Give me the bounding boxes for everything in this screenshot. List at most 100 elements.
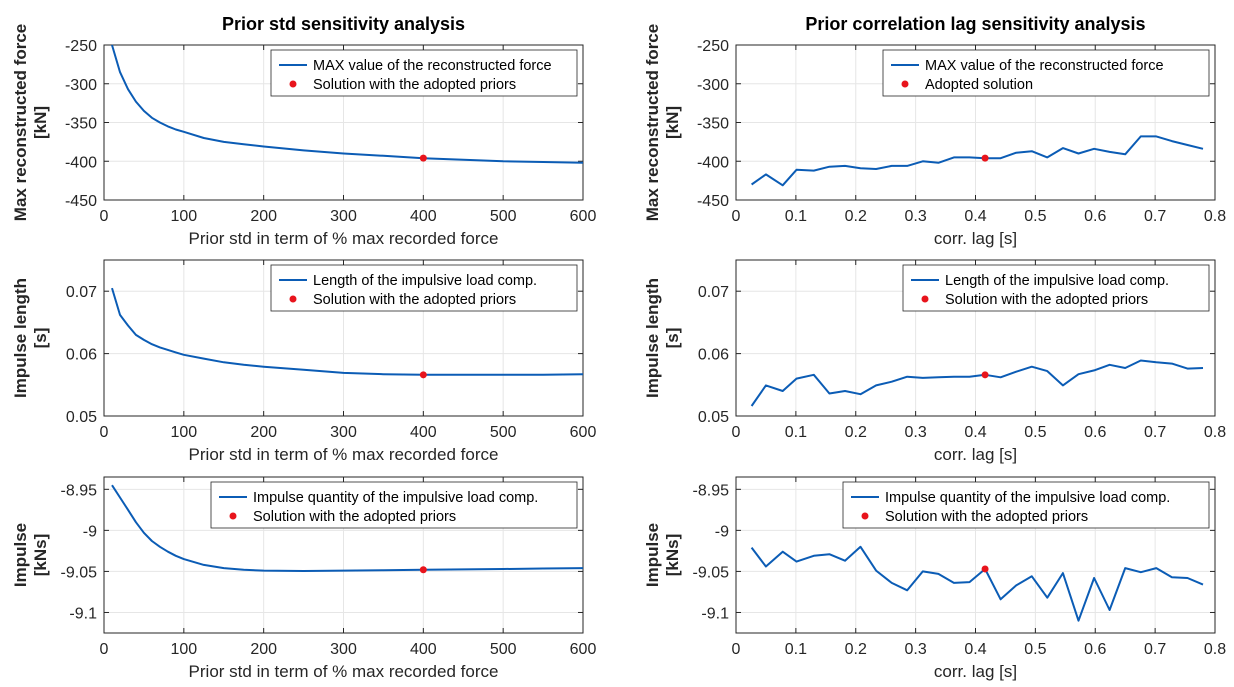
x-tick-label: 0.6	[1084, 208, 1106, 225]
x-tick-label: 0.8	[1204, 208, 1226, 225]
x-tick-label: 0.3	[905, 208, 927, 225]
y-tick-label: -9.05	[61, 564, 98, 581]
legend: Length of the impulsive load comp. Soluti…	[270, 264, 578, 312]
adopted-solution-marker	[981, 371, 989, 379]
subplot-std-max: 0 100 200 300 400 500 600 -250 -300 -350 -400 -450 P…	[11, 14, 596, 248]
adopted-solution-marker	[981, 154, 989, 162]
adopted-solution-marker	[419, 154, 427, 162]
x-tick-label: 300	[330, 641, 357, 658]
x-tick-label: 0.3	[905, 424, 927, 441]
x-axis-label: Prior std in term of % max recorded forc…	[189, 229, 499, 248]
adopted-solution-marker	[981, 565, 989, 573]
x-axis-label: corr. lag [s]	[934, 662, 1017, 681]
y-tick-label: -400	[697, 154, 729, 171]
legend-marker-swatch	[921, 295, 929, 303]
y-axis-unit: [s]	[31, 328, 50, 349]
series-line	[111, 44, 584, 164]
x-tick-label: 200	[250, 641, 277, 658]
legend-marker-swatch	[229, 512, 237, 520]
series-line	[751, 135, 1204, 187]
x-tick-label: 200	[250, 208, 277, 225]
y-axis-unit: [kN]	[663, 106, 682, 139]
legend-marker-label: Adopted solution	[925, 77, 1033, 93]
x-tick-label: 300	[330, 424, 357, 441]
y-tick-label: -350	[697, 116, 729, 133]
y-axis-label: Max reconstructed force	[643, 24, 662, 221]
legend-series-label: MAX value of the reconstructed force	[313, 58, 552, 74]
y-tick-label: -9	[83, 523, 97, 540]
x-tick-label: 100	[170, 424, 197, 441]
x-tick-label: 300	[330, 208, 357, 225]
x-tick-label: 0	[732, 424, 741, 441]
y-tick-label: -450	[697, 193, 729, 210]
y-axis-label: Max reconstructed force	[11, 24, 30, 221]
x-tick-label: 600	[570, 641, 597, 658]
x-axis-label: corr. lag [s]	[934, 229, 1017, 248]
legend-series-label: MAX value of the reconstructed force	[925, 58, 1164, 74]
x-axis-label: Prior std in term of % max recorded forc…	[189, 662, 499, 681]
x-tick-label: 600	[570, 208, 597, 225]
x-tick-label: 500	[490, 424, 517, 441]
series-line	[111, 287, 584, 376]
x-tick-label: 0.4	[964, 208, 986, 225]
legend-marker-swatch	[901, 80, 909, 88]
y-tick-label: -8.95	[61, 482, 98, 499]
y-axis-unit: [kN]	[31, 106, 50, 139]
y-axis-unit: [s]	[663, 328, 682, 349]
x-tick-label: 0.2	[845, 424, 867, 441]
y-tick-label: 0.05	[698, 409, 729, 426]
x-tick-label: 0.5	[1024, 641, 1046, 658]
y-tick-label: -300	[65, 77, 97, 94]
y-tick-label: -450	[65, 193, 97, 210]
x-tick-label: 0.3	[905, 641, 927, 658]
x-tick-label: 0	[732, 641, 741, 658]
legend: Impulse quantity of the impulsive load c…	[210, 481, 578, 529]
x-tick-label: 400	[410, 641, 437, 658]
legend: Impulse quantity of the impulsive load c…	[842, 481, 1210, 529]
x-tick-label: 100	[170, 208, 197, 225]
x-tick-label: 0.7	[1144, 424, 1166, 441]
x-tick-label: 0.1	[785, 641, 807, 658]
y-axis-label: Impulse length	[643, 278, 662, 398]
legend-marker-swatch	[861, 512, 869, 520]
y-tick-label: -250	[65, 38, 97, 55]
subplot-lag-max: 0 0.1 0.2 0.3 0.4 0.5 0.6 0.7 0.8 -250 -300 -350 -40…	[643, 14, 1226, 248]
adopted-solution-marker	[419, 566, 427, 574]
legend-box	[270, 264, 578, 312]
y-tick-label: -9.1	[701, 605, 729, 622]
y-tick-label: 0.07	[66, 284, 97, 301]
x-axis-label: Prior std in term of % max recorded forc…	[189, 445, 499, 464]
x-tick-label: 500	[490, 641, 517, 658]
y-tick-label: -9	[715, 523, 729, 540]
x-tick-label: 0	[100, 424, 109, 441]
y-tick-label: -8.95	[693, 482, 730, 499]
y-tick-label: 0.05	[66, 409, 97, 426]
y-axis-unit: [kNs]	[663, 534, 682, 577]
x-tick-label: 200	[250, 424, 277, 441]
series-line	[111, 484, 584, 572]
x-tick-label: 0.8	[1204, 424, 1226, 441]
x-tick-label: 0	[100, 641, 109, 658]
series-line	[750, 545, 1204, 622]
legend-box	[842, 481, 1210, 529]
subplot-std-imp: 0 100 200 300 400 500 600 -8.95 -9 -9.05 -9.1 Prior…	[11, 476, 597, 681]
x-tick-label: 0.4	[964, 641, 986, 658]
x-axis-label: corr. lag [s]	[934, 445, 1017, 464]
y-axis-label: Impulse	[643, 523, 662, 587]
adopted-solution-marker	[419, 371, 427, 379]
x-tick-label: 0	[732, 208, 741, 225]
y-tick-label: 0.06	[66, 347, 97, 364]
legend-box	[882, 49, 1210, 97]
legend-marker-swatch	[289, 80, 297, 88]
legend-series-label: Impulse quantity of the impulsive load c…	[885, 490, 1170, 506]
legend: MAX value of the reconstructed force Solu…	[270, 49, 578, 97]
legend-box	[210, 481, 578, 529]
series-line	[750, 359, 1204, 407]
x-tick-label: 0.2	[845, 641, 867, 658]
legend-series-label: Length of the impulsive load comp.	[945, 273, 1169, 289]
y-tick-label: -250	[697, 38, 729, 55]
x-tick-label: 0.6	[1084, 424, 1106, 441]
x-tick-label: 400	[410, 424, 437, 441]
chart-title: Prior correlation lag sensitivity analys…	[805, 14, 1145, 34]
